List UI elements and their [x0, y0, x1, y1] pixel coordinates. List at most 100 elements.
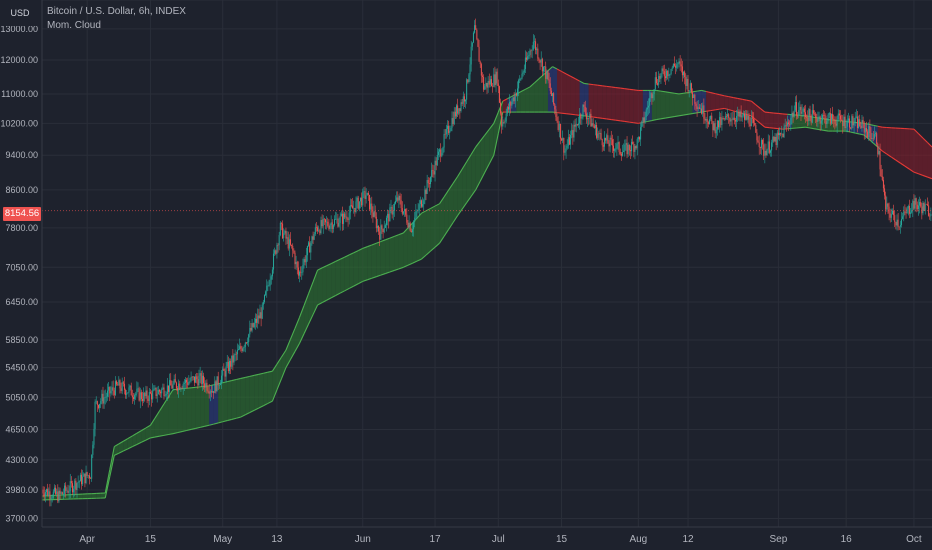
candle-body — [869, 126, 871, 134]
y-tick-label: 13000.00 — [0, 24, 38, 34]
candle-body — [497, 83, 499, 87]
price-axis-panel — [0, 0, 42, 550]
candle-body — [218, 384, 220, 386]
candle-body — [706, 119, 708, 123]
candle-body — [914, 198, 916, 209]
cloud-fill — [561, 71, 567, 114]
candle-body — [880, 169, 882, 177]
candle-body — [433, 171, 435, 175]
cloud-fill — [123, 438, 128, 452]
candle-body — [528, 55, 530, 57]
candle-body — [462, 96, 464, 104]
candle-body — [843, 116, 845, 127]
cloud-fill — [141, 427, 146, 443]
candle-body — [745, 114, 747, 120]
candle-body — [160, 391, 162, 394]
candle-body — [573, 124, 575, 138]
candle-body — [845, 126, 847, 128]
candle-body — [132, 397, 134, 400]
candle-body — [753, 118, 755, 123]
candle-body — [809, 109, 811, 116]
candle-body — [248, 334, 250, 343]
candle-body — [439, 149, 441, 152]
cloud-lower-line — [624, 120, 630, 123]
cloud-fill — [575, 78, 580, 116]
candle-body — [241, 348, 243, 352]
cloud-fill — [263, 372, 268, 406]
candle-body — [559, 123, 561, 139]
candle-body — [118, 380, 120, 386]
candle-body — [507, 106, 509, 110]
cloud-lower-line — [706, 110, 711, 112]
candle-body — [61, 492, 63, 495]
candle-body — [793, 110, 795, 117]
candle-body — [56, 491, 58, 495]
cloud-lower-line — [633, 122, 639, 124]
cloud-lower-line — [629, 121, 634, 124]
candle-body — [626, 143, 628, 155]
cloud-upper-line — [348, 252, 354, 256]
candle-body — [329, 225, 331, 229]
cloud-lower-line — [755, 119, 761, 124]
candle-body — [558, 123, 560, 130]
candle-body — [240, 346, 242, 349]
cloud-lower-line — [371, 276, 377, 279]
cloud-upper-line — [457, 168, 463, 177]
candle-body — [425, 189, 427, 194]
candle-body — [913, 200, 915, 209]
candle-body — [920, 202, 922, 207]
candle-body — [96, 401, 98, 406]
candle-body — [673, 63, 675, 66]
cloud-upper-line — [109, 446, 115, 470]
cloud-lower-line — [326, 297, 332, 301]
cloud-fill — [475, 141, 481, 190]
candle-body — [151, 393, 153, 400]
candle-body — [798, 110, 800, 116]
candle-body — [658, 76, 660, 85]
candle-body — [346, 216, 348, 220]
candle-body — [593, 125, 595, 129]
candle-body — [664, 76, 666, 79]
candle-body — [812, 110, 814, 114]
cloud-lower-line — [656, 118, 662, 121]
candle-body — [293, 250, 295, 253]
candle-body — [737, 111, 739, 117]
candle-body — [862, 120, 864, 124]
candle-body — [67, 490, 69, 493]
cloud-lower-line — [461, 202, 468, 210]
cloud-fill — [245, 376, 250, 415]
cloud-fill — [353, 250, 359, 287]
candle-body — [171, 385, 173, 389]
candle-body — [576, 124, 578, 125]
cloud-upper-line — [326, 263, 332, 267]
candle-body — [506, 106, 508, 114]
candle-body — [376, 225, 378, 229]
candle-body — [599, 133, 601, 134]
candle-body — [645, 109, 647, 117]
candle-body — [486, 82, 488, 88]
candle-body — [282, 223, 284, 239]
cloud-lower-line — [606, 118, 612, 121]
y-tick-label: 3980.00 — [5, 485, 38, 495]
candle-body — [746, 114, 748, 120]
candle-body — [88, 475, 90, 479]
candle-body — [514, 93, 516, 102]
candle-body — [454, 111, 456, 117]
cloud-fill — [435, 203, 440, 248]
cloud-upper-line — [231, 378, 237, 382]
candle-body — [183, 383, 185, 384]
candle-body — [74, 480, 76, 489]
candle-body — [379, 231, 381, 240]
cloud-upper-line — [570, 75, 576, 80]
candle-body — [538, 58, 540, 61]
cloud-upper-line — [118, 440, 124, 445]
candle-body — [190, 376, 192, 381]
candle-body — [617, 142, 619, 144]
candle-body — [865, 128, 867, 132]
cloud-lower-line — [258, 405, 264, 409]
cloud-lower-line — [466, 195, 472, 204]
candle-body — [297, 267, 299, 276]
candle-body — [802, 108, 804, 112]
candle-body — [172, 383, 174, 389]
